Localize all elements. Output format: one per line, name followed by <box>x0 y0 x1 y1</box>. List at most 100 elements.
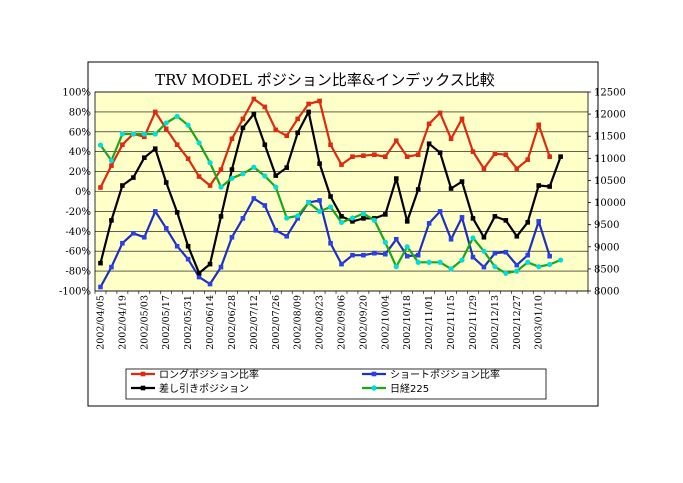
data-point-2 <box>404 219 410 224</box>
data-point-3 <box>251 164 257 170</box>
data-point-0 <box>152 109 158 115</box>
data-point-2 <box>328 194 333 199</box>
data-point-1 <box>536 219 541 224</box>
plot-border <box>94 91 589 292</box>
data-point-1 <box>426 221 432 226</box>
data-point-2 <box>142 155 147 160</box>
data-point-2 <box>558 154 563 159</box>
data-point-3 <box>437 259 443 265</box>
data-point-0 <box>492 151 498 156</box>
data-point-2 <box>306 109 311 115</box>
data-point-1 <box>185 256 191 262</box>
data-point-2 <box>393 176 399 181</box>
data-point-2 <box>163 180 169 185</box>
data-point-2 <box>109 218 114 223</box>
data-point-3 <box>316 208 323 214</box>
data-point-1 <box>404 253 410 259</box>
data-point-1 <box>547 253 552 259</box>
legend-label: 差し引きポジション <box>159 382 249 395</box>
x-tick-label: 2002/07/26 <box>271 295 282 350</box>
data-point-1 <box>152 209 158 214</box>
data-point-2 <box>207 261 213 267</box>
data-point-1 <box>350 252 355 258</box>
series-lines <box>97 96 564 290</box>
data-point-2 <box>470 216 476 221</box>
data-point-0 <box>525 157 531 162</box>
data-point-0 <box>251 96 257 102</box>
data-point-2 <box>415 187 421 192</box>
data-point-1 <box>142 234 147 240</box>
data-point-3 <box>360 211 367 217</box>
y-right-tick-label: 12500 <box>594 88 626 99</box>
data-point-3 <box>108 157 115 164</box>
data-point-3 <box>163 120 169 126</box>
data-point-0 <box>481 166 487 171</box>
data-point-0 <box>503 152 509 157</box>
y-left-tick-label: 20% <box>69 167 91 178</box>
x-tick-label: 2002/05/17 <box>161 295 172 350</box>
data-point-1 <box>448 236 454 242</box>
data-point-1 <box>437 209 443 214</box>
data-point-2 <box>131 175 136 180</box>
x-tick-label: 2002/04/19 <box>117 295 128 350</box>
x-tick-label: 2002/12/13 <box>490 295 501 350</box>
data-point-2 <box>152 146 158 152</box>
x-tick-label: 2002/10/04 <box>380 295 391 350</box>
data-point-1 <box>207 281 213 287</box>
x-tick-label: 2002/12/27 <box>512 295 523 350</box>
data-point-2 <box>492 214 498 219</box>
data-point-1 <box>525 252 531 258</box>
data-point-2 <box>361 216 366 221</box>
data-point-0 <box>415 152 421 157</box>
data-point-0 <box>317 98 322 104</box>
data-point-3 <box>547 261 553 268</box>
y-left-tick-label: -40% <box>65 227 91 238</box>
data-point-3 <box>284 215 290 221</box>
data-point-3 <box>196 140 202 146</box>
data-point-3 <box>371 217 377 223</box>
data-point-3 <box>130 131 136 137</box>
data-point-3 <box>470 235 476 241</box>
data-point-0 <box>306 101 311 107</box>
data-point-2 <box>503 218 509 223</box>
data-point-0 <box>262 104 268 110</box>
data-point-0 <box>218 167 224 172</box>
data-point-0 <box>109 163 114 168</box>
y-left-tick-label: -20% <box>65 207 91 218</box>
data-point-3 <box>185 122 191 128</box>
data-point-2 <box>437 150 443 155</box>
data-point-1 <box>273 228 279 233</box>
y-right-tick-label: 12000 <box>594 110 626 121</box>
data-point-1 <box>109 264 114 270</box>
data-point-2 <box>120 183 125 188</box>
data-point-3 <box>393 264 399 270</box>
y-right-tick-label: 9500 <box>594 220 619 231</box>
data-point-3 <box>207 160 213 166</box>
x-tick-label: 2002/10/18 <box>402 295 413 350</box>
data-point-3 <box>382 239 388 245</box>
legend-swatch-marker <box>371 385 377 391</box>
data-point-3 <box>415 259 421 265</box>
data-point-1 <box>229 234 235 240</box>
data-point-1 <box>459 215 465 220</box>
y-left-tick-label: 100% <box>62 88 91 99</box>
data-point-2 <box>240 125 246 131</box>
data-point-0 <box>404 154 410 159</box>
data-point-3 <box>503 270 509 276</box>
data-point-3 <box>229 175 235 181</box>
data-point-3 <box>349 215 356 221</box>
x-tick-label: 2003/01/10 <box>534 295 545 350</box>
y-left-tick-label: -100% <box>59 287 91 298</box>
data-point-0 <box>328 142 333 148</box>
x-tick-label: 2002/06/14 <box>205 295 216 350</box>
data-point-0 <box>120 142 125 148</box>
y-left-tick-label: 40% <box>69 147 91 158</box>
data-point-2 <box>218 214 224 219</box>
x-tick-label: 2002/08/23 <box>315 295 326 350</box>
data-point-3 <box>119 131 125 137</box>
data-point-3 <box>174 113 180 119</box>
data-point-1 <box>514 262 520 268</box>
data-point-0 <box>459 116 465 122</box>
